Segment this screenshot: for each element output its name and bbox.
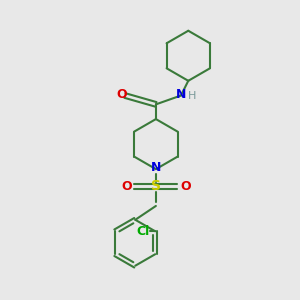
Text: H: H xyxy=(188,91,196,100)
Text: N: N xyxy=(151,161,161,174)
Text: S: S xyxy=(151,179,161,193)
Text: O: O xyxy=(121,180,132,193)
Text: Cl: Cl xyxy=(137,225,150,238)
Text: O: O xyxy=(180,180,190,193)
Text: N: N xyxy=(176,88,186,100)
Text: O: O xyxy=(116,88,127,100)
